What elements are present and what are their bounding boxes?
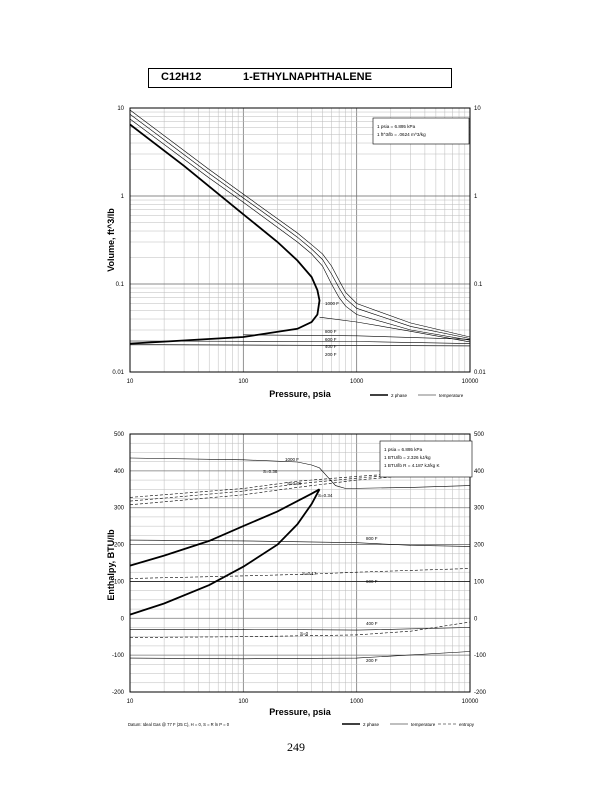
series-line-temperature [129,109,471,338]
y-tick-label-right: 400 [474,469,485,475]
info-box [379,440,473,478]
legend-label: 2 phase [391,393,408,398]
x-tick-label: 10000 [462,379,479,385]
y-tick-label-left: 0.01 [112,370,124,376]
series-line-temperature [130,627,471,631]
y-tick-label-left: 300 [114,506,125,512]
series-line-temperature [129,340,471,344]
legend-label: temperature [411,722,436,727]
series-line-entropy [129,621,471,638]
legend-label: 2 phase [363,722,380,727]
entropy-label: S=0.38 [263,469,278,474]
series-line-temperature [129,457,471,489]
compound-title-box: C12H12 1-ETHYLNAPHTHALENE [148,68,452,88]
y-tick-label-left: 10 [117,106,124,112]
plot-frame [129,433,471,693]
y-tick-label-left: 0.1 [116,282,125,288]
y-tick-label-left: -200 [112,690,125,696]
page-number: 249 [287,740,305,754]
x-tick-label: 1000 [350,379,364,385]
series-line-2-phase [129,488,320,567]
y-tick-label-right: 0 [474,616,478,622]
y-tick-label-right: 10 [474,106,481,112]
y-tick-label-left: 200 [114,543,125,549]
temperature-label: 1000 F [285,457,299,462]
y-tick-label-right: 1 [474,194,478,200]
y-axis-label: Volume, ft^3/lb [106,208,116,272]
chemical-formula: C12H12 [161,71,202,83]
x-tick-label: 10 [127,379,134,385]
temperature-label: 600 F [366,579,378,584]
x-tick-label: 100 [238,699,249,705]
info-box-line: 1 ft^3/lb = .0624 m^3/kg [377,132,426,137]
y-tick-label-right: -200 [474,690,487,696]
info-box [372,117,470,145]
compound-name: 1-ETHYLNAPHTHALENE [243,71,372,83]
y-tick-label-right: 300 [474,506,485,512]
temperature-label: 800 F [366,536,378,541]
legend-label: temperature [439,393,464,398]
y-tick-label-left: 0 [121,616,125,622]
series-line-2-phase [129,488,321,616]
y-tick-label-right: 0.01 [474,370,486,376]
entropy-label: S=0.17 [302,571,317,576]
info-box-line: 1 BTU/lb R = 4.187 kJ/kg K [384,463,440,468]
y-tick-label-left: -100 [112,653,125,659]
plot-frame [129,107,471,373]
y-tick-label-left: 100 [114,579,125,585]
x-tick-label: 10000 [462,699,479,705]
y-tick-label-right: 0.1 [474,282,483,288]
isotherm-label: 600 F [325,337,337,342]
info-box-line: 1 BTU/lb = 2.326 kJ/kg [384,455,431,460]
y-tick-label-right: -100 [474,653,487,659]
info-box-line: 1 psia = 6.895 kPa [384,447,423,452]
series-line-entropy [129,568,471,579]
info-box-line: 1 psia = 6.895 kPa [377,124,416,129]
x-tick-label: 100 [238,379,249,385]
y-tick-label-left: 500 [114,432,125,438]
y-tick-label-right: 200 [474,543,485,549]
isotherm-label: 200 F [325,352,337,357]
series-line-temperature [129,118,471,341]
x-tick-label: 1000 [350,699,364,705]
x-axis-label: Pressure, psia [269,389,332,399]
series-line-temperature [319,316,471,343]
y-tick-label-left: 400 [114,469,125,475]
x-tick-label: 10 [127,699,134,705]
y-tick-label-left: 1 [121,194,125,200]
datum-footnote: Datum: Ideal Gas @ 77 F (25 C), H = 0, S… [128,722,230,727]
series-line-temperature [129,113,471,339]
enthalpy-chart: 10 100 1000 10000-200-1000100200300400500-2… [106,432,487,727]
y-tick-label-right: 500 [474,432,485,438]
series-line-temperature [129,344,471,347]
y-tick-label-right: 100 [474,579,485,585]
volume-chart: 10 100 1000 100000.010.11100.010.1110Pressu… [106,106,486,399]
entropy-label: S=0.34 [318,493,333,498]
entropy-label: S=0.36 [287,481,302,486]
series-line-temperature [243,334,471,340]
y-axis-label: Enthalpy, BTU/lb [106,529,116,601]
legend-label: entropy [459,722,475,727]
isotherm-label: 1000 F [325,301,339,306]
series-line-temperature [129,539,471,547]
isotherm-label: 800 F [325,329,337,334]
entropy-label: S=0 [300,631,309,636]
grid [129,107,471,373]
x-axis-label: Pressure, psia [269,707,332,717]
temperature-label: 400 F [366,621,378,626]
temperature-label: 200 F [366,658,378,663]
series-line-2-phase [129,123,321,345]
isotherm-label: 400 F [325,344,337,349]
series-line-temperature [129,651,471,660]
